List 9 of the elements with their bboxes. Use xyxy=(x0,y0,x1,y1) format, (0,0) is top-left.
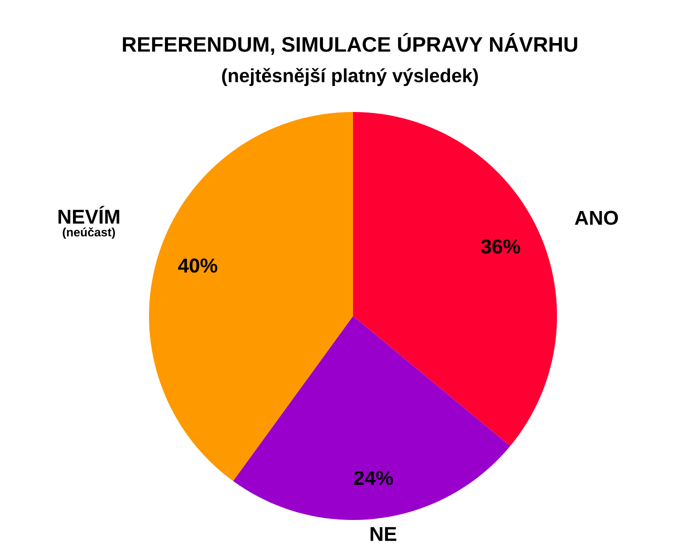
chart-subtitle: (nejtěsnější platný výsledek) xyxy=(222,68,478,86)
slice-label: NEVÍM xyxy=(58,206,120,224)
slice-label: ANO xyxy=(574,210,618,225)
text: (neúčast) xyxy=(62,227,115,239)
data-label: 24% xyxy=(354,470,393,485)
chart-title: REFERENDUM, SIMULACE ÚPRAVY NÁVRHU xyxy=(122,33,578,55)
data-label: 36% xyxy=(481,239,520,254)
slice-label: NE xyxy=(370,527,396,541)
data-label: 40% xyxy=(178,258,218,273)
